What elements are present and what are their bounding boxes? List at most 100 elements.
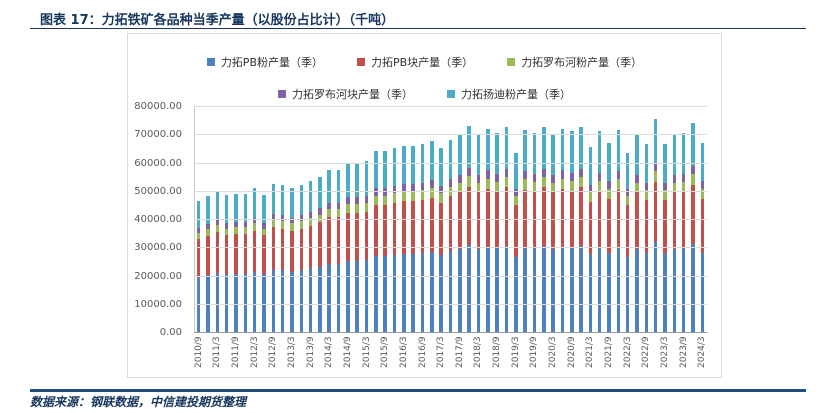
x-axis-label: 2019/9 xyxy=(529,336,540,368)
bar-segment xyxy=(691,123,695,166)
bar-segment xyxy=(215,219,220,226)
stacked-bar xyxy=(616,130,621,332)
x-axis-label: 2020/9 xyxy=(566,336,577,368)
bar-segment xyxy=(439,202,443,255)
x-axis-label: 2022/9 xyxy=(641,336,652,368)
bar-segment xyxy=(532,181,537,192)
bar-segment xyxy=(532,191,537,249)
gridline xyxy=(194,219,707,220)
bar-segment xyxy=(691,184,695,245)
y-axis-label: 70000.00 xyxy=(134,129,182,141)
bar-segment xyxy=(206,224,210,230)
x-axis: 2010/9 2011/3 2011/9 2012/3 2012/9 2013/3 2013… xyxy=(193,336,708,382)
bar-segment xyxy=(346,204,350,213)
bar-segment xyxy=(224,195,229,224)
bar-segment xyxy=(560,178,565,189)
bar-segment xyxy=(336,169,341,203)
bar-segment xyxy=(551,134,555,175)
bar-segment xyxy=(234,234,238,274)
bar-segment xyxy=(262,235,266,275)
x-axis-line xyxy=(194,332,707,333)
plot-area xyxy=(194,106,707,333)
bar-segment xyxy=(672,174,677,183)
bar-segment xyxy=(467,245,471,332)
bar-segment xyxy=(327,263,331,332)
bar-segment xyxy=(532,132,537,174)
x-axis-label: 2013/9 xyxy=(305,336,316,368)
bar-segment xyxy=(644,199,649,254)
bar-segment xyxy=(495,173,499,182)
bar-segment xyxy=(635,182,639,193)
bar-segment xyxy=(308,217,313,226)
gridline xyxy=(194,134,707,136)
bar-segment xyxy=(579,177,583,188)
bar-segment xyxy=(625,189,630,197)
bar-segment xyxy=(560,188,565,247)
bar-segment xyxy=(458,248,462,332)
bar-segment xyxy=(430,187,434,198)
x-axis-label: 2010/9 xyxy=(193,336,204,368)
stacked-bar xyxy=(308,180,313,332)
bar-segment xyxy=(327,202,331,210)
bar-segment xyxy=(327,209,331,218)
bar-segment xyxy=(625,256,630,332)
bar-segment xyxy=(383,151,387,189)
bar-segment xyxy=(262,228,266,236)
bar-segment xyxy=(486,178,490,189)
bar-segment xyxy=(607,252,611,332)
bar-segment xyxy=(411,145,415,184)
x-axis-label: 2012/9 xyxy=(268,336,279,368)
bar-segment xyxy=(364,161,369,197)
bar-segment xyxy=(318,176,322,209)
stacked-bar xyxy=(691,123,695,332)
bar-segment xyxy=(420,253,425,332)
bars-layer xyxy=(194,106,707,333)
bar-segment xyxy=(290,187,294,218)
legend-item: 力拓罗布河块产量（季） xyxy=(278,86,413,102)
legend-marker xyxy=(278,90,286,98)
bar-segment xyxy=(234,227,238,235)
bar-segment xyxy=(467,167,471,177)
stacked-bar xyxy=(206,196,210,332)
bar-segment xyxy=(616,130,621,172)
bar-segment xyxy=(224,228,229,236)
stacked-bar xyxy=(252,187,257,332)
bar-segment xyxy=(681,248,686,332)
bar-segment xyxy=(597,172,602,181)
bar-segment xyxy=(504,187,509,246)
bar-segment xyxy=(430,197,434,252)
stacked-bar xyxy=(476,134,481,332)
stacked-bar xyxy=(392,148,397,332)
legend-label: 力拓罗布河块产量（季） xyxy=(292,88,413,101)
legend-label: 力拓扬迪粉产量（季） xyxy=(461,88,571,101)
bar-segment xyxy=(374,195,378,205)
stacked-bar xyxy=(327,169,331,332)
bar-segment xyxy=(308,211,313,218)
bar-segment xyxy=(700,189,705,199)
bar-segment xyxy=(392,185,397,194)
stacked-bar xyxy=(551,134,555,332)
bar-segment xyxy=(346,212,350,261)
bar-segment xyxy=(243,227,248,235)
stacked-bar xyxy=(523,130,527,332)
bar-segment xyxy=(290,217,294,224)
bar-segment xyxy=(224,274,229,332)
bar-segment xyxy=(355,162,359,198)
bar-segment xyxy=(597,247,602,332)
y-axis-label: 50000.00 xyxy=(134,185,182,197)
bar-segment xyxy=(476,182,481,193)
bar-segment xyxy=(196,239,201,277)
bar-segment xyxy=(234,273,238,332)
footer-divider xyxy=(30,389,806,392)
bar-segment xyxy=(374,204,378,257)
bar-segment xyxy=(402,145,406,184)
stacked-bar xyxy=(588,147,593,332)
bar-segment xyxy=(299,221,303,229)
bar-segment xyxy=(280,270,285,332)
bar-segment xyxy=(383,188,387,196)
stacked-bar xyxy=(439,148,443,332)
bar-segment xyxy=(607,142,611,182)
legend-marker xyxy=(447,90,455,98)
x-axis-label: 2016/9 xyxy=(417,336,428,368)
bar-segment xyxy=(681,191,686,249)
